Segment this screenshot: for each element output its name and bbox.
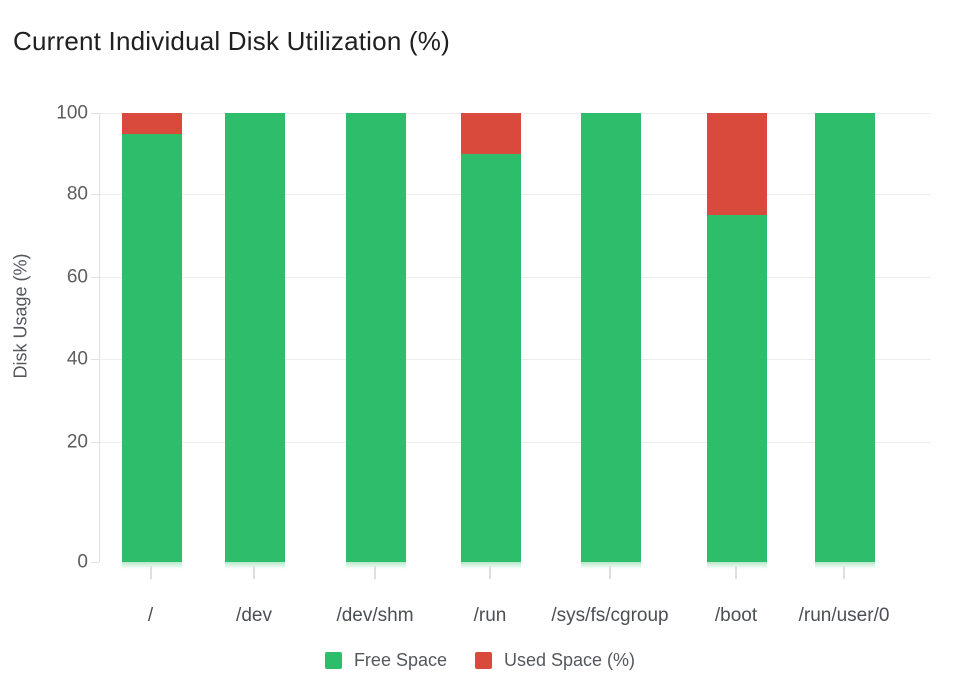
free-space-segment[interactable] xyxy=(225,113,285,562)
y-tick-mark-20 xyxy=(91,442,99,443)
x-tick-mark xyxy=(843,566,845,579)
legend-swatch xyxy=(324,651,342,669)
free-space-segment[interactable] xyxy=(461,154,521,562)
x-tick-mark xyxy=(374,566,376,579)
y-tick-mark-80 xyxy=(91,194,99,195)
bar-/dev/shm[interactable] xyxy=(346,113,406,569)
y-tick-label-20: 20 xyxy=(66,431,88,453)
bar-/sys/fs/cgroup[interactable] xyxy=(581,113,641,569)
x-axis-label-/sys/fs/cgroup: /sys/fs/cgroup xyxy=(551,605,669,626)
x-axis-label-/boot: /boot xyxy=(714,605,758,626)
free-space-segment[interactable] xyxy=(815,113,875,562)
chart-title: Current Individual Disk Utilization (%) xyxy=(13,26,450,56)
y-tick-mark-60 xyxy=(91,277,99,278)
legend-item-free-space[interactable]: Free Space xyxy=(324,650,447,670)
free-space-segment[interactable] xyxy=(581,113,641,562)
legend-swatch xyxy=(475,651,492,669)
used-space-segment[interactable] xyxy=(461,113,521,154)
x-tick-mark xyxy=(489,566,491,579)
free-space-segment[interactable] xyxy=(707,215,767,562)
free-space-segment[interactable] xyxy=(346,113,406,562)
y-tick-label-40: 40 xyxy=(66,348,88,370)
bar-/run/user/0[interactable] xyxy=(815,113,875,569)
y-tick-label-80: 80 xyxy=(66,183,88,205)
legend-label: Free Space xyxy=(353,650,447,670)
x-axis-label-/: / xyxy=(147,605,154,626)
y-tick-label-60: 60 xyxy=(66,266,88,288)
x-axis-label-/run: /run xyxy=(473,605,507,626)
y-tick-mark-40 xyxy=(91,359,99,360)
x-axis-label-/run/user/0: /run/user/0 xyxy=(798,605,890,626)
free-space-segment[interactable] xyxy=(121,134,182,562)
bar-/boot[interactable] xyxy=(707,113,767,569)
bar-/run[interactable] xyxy=(461,113,521,569)
x-tick-mark xyxy=(609,566,611,579)
x-axis-label-/dev: /dev xyxy=(236,605,272,626)
x-axis-label-/dev/shm: /dev/shm xyxy=(336,605,414,626)
x-tick-mark xyxy=(735,566,737,579)
legend: Free Space Used Space (%) xyxy=(0,651,960,669)
y-tick-label-100: 100 xyxy=(56,102,88,124)
y-axis-title: Disk Usage (%) xyxy=(10,253,31,379)
y-tick-label-0: 0 xyxy=(77,551,88,573)
used-space-segment[interactable] xyxy=(707,113,767,215)
x-tick-mark xyxy=(149,566,152,579)
bar-/[interactable] xyxy=(121,113,182,569)
y-tick-mark-100 xyxy=(91,113,99,114)
plot-area xyxy=(99,113,931,569)
legend-item-used-space[interactable]: Used Space (%) xyxy=(475,651,635,669)
bar-/dev[interactable] xyxy=(225,113,285,569)
y-tick-mark-0 xyxy=(91,562,99,563)
legend-label: Used Space (%) xyxy=(504,650,636,670)
used-space-segment[interactable] xyxy=(121,113,182,134)
x-tick-mark xyxy=(253,566,255,579)
